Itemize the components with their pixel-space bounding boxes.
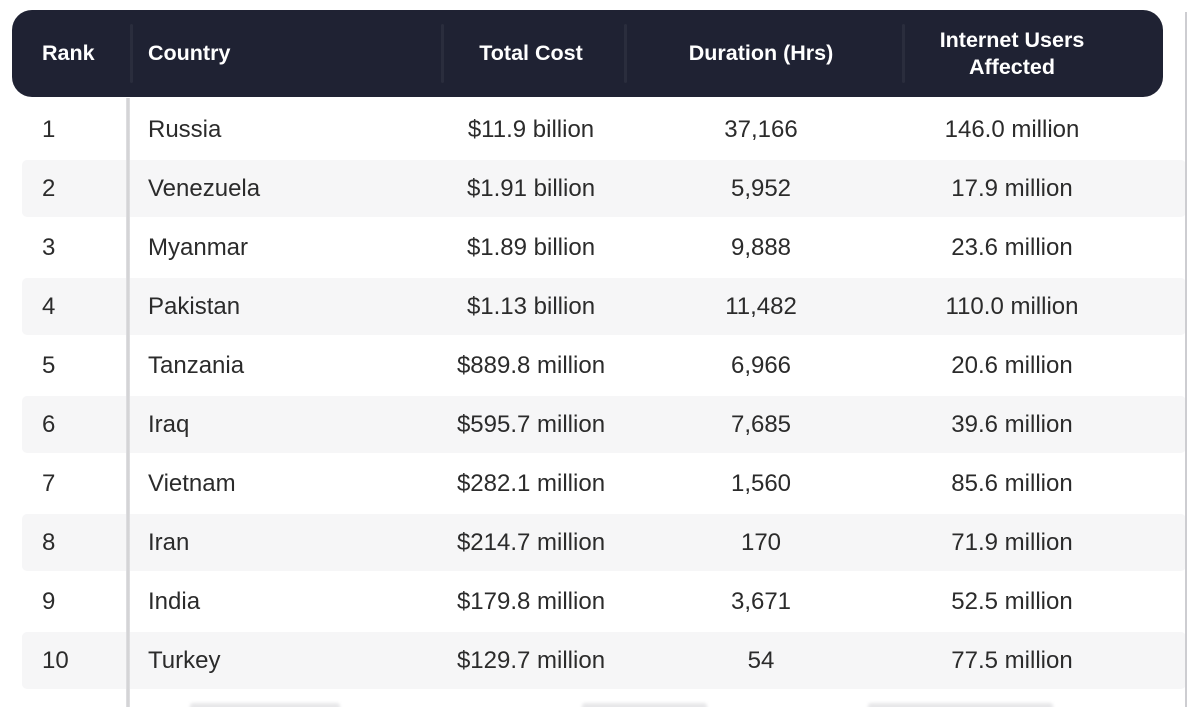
cell-rank: 8	[42, 528, 56, 556]
table-row: 2 Venezuela $1.91 billion 5,952 17.9 mil…	[0, 159, 1189, 218]
table-row: 5 Tanzania $889.8 million 6,966 20.6 mil…	[0, 336, 1189, 395]
cell-rank: 1	[42, 115, 56, 143]
cell-total-cost: $11.9 billion	[467, 115, 595, 143]
cell-users-affected: 71.9 million	[951, 528, 1073, 556]
cutoff-next-row	[0, 697, 1189, 707]
cell-country: Vietnam	[148, 469, 236, 497]
cell-duration: 5,952	[730, 174, 792, 202]
cell-duration: 11,482	[725, 292, 797, 320]
column-header-rank: Rank	[42, 41, 95, 66]
cell-country: Iran	[148, 528, 190, 556]
cell-rank: 9	[42, 587, 56, 615]
cell-country: Myanmar	[148, 233, 249, 261]
cell-duration: 37,166	[724, 115, 798, 143]
column-header-country: Country	[148, 41, 231, 66]
cell-rank: 5	[42, 351, 56, 379]
cutoff-text-fragment	[868, 703, 1053, 707]
cell-total-cost: $282.1 million	[456, 469, 606, 497]
cell-rank: 3	[42, 233, 56, 261]
cell-rank: 4	[42, 292, 56, 320]
cell-users-affected: 23.6 million	[951, 233, 1073, 261]
cell-total-cost: $179.8 million	[456, 587, 606, 615]
column-header-duration: Duration (Hrs)	[688, 41, 834, 66]
row-stripe	[22, 632, 1186, 689]
header-column-divider	[130, 24, 133, 83]
cell-total-cost: $214.7 million	[456, 528, 606, 556]
cell-users-affected: 17.9 million	[951, 174, 1073, 202]
column-header-total-cost: Total Cost	[479, 41, 583, 66]
cell-users-affected: 146.0 million	[944, 115, 1080, 143]
cell-country: Russia	[148, 115, 222, 143]
cell-duration: 7,685	[730, 410, 792, 438]
cell-rank: 10	[42, 646, 69, 674]
cell-total-cost: $1.89 billion	[466, 233, 596, 261]
cell-rank: 7	[42, 469, 56, 497]
cell-duration: 6,966	[730, 351, 792, 379]
cell-country: India	[148, 587, 201, 615]
cell-country: Turkey	[148, 646, 221, 674]
cell-duration: 1,560	[730, 469, 792, 497]
table-body: 1 Russia $11.9 billion 37,166 146.0 mill…	[0, 98, 1189, 707]
table-row: 10 Turkey $129.7 million 54 77.5 million	[0, 631, 1189, 690]
cell-country: Venezuela	[148, 174, 261, 202]
table-rows: 1 Russia $11.9 billion 37,166 146.0 mill…	[0, 100, 1189, 690]
cell-users-affected: 85.6 million	[951, 469, 1073, 497]
row-stripe	[22, 396, 1186, 453]
cutoff-text-fragment	[582, 703, 707, 707]
cell-total-cost: $595.7 million	[456, 410, 606, 438]
header-column-divider	[441, 24, 444, 83]
table-header: Rank Country Total Cost Duration (Hrs) I…	[12, 10, 1163, 97]
row-stripe	[22, 160, 1186, 217]
cell-country: Tanzania	[148, 351, 245, 379]
cell-duration: 9,888	[730, 233, 792, 261]
cell-users-affected: 110.0 million	[945, 292, 1079, 320]
header-column-divider	[624, 24, 627, 83]
cell-total-cost: $1.13 billion	[466, 292, 596, 320]
header-column-divider	[902, 24, 905, 83]
table-row: 8 Iran $214.7 million 170 71.9 million	[0, 513, 1189, 572]
table-row: 7 Vietnam $282.1 million 1,560 85.6 mill…	[0, 454, 1189, 513]
table-row: 4 Pakistan $1.13 billion 11,482 110.0 mi…	[0, 277, 1189, 336]
cutoff-text-fragment	[190, 703, 340, 707]
cell-duration: 170	[740, 528, 782, 556]
cell-users-affected: 77.5 million	[951, 646, 1073, 674]
row-stripe	[22, 278, 1186, 335]
cell-duration: 3,671	[730, 587, 792, 615]
table-row: 6 Iraq $595.7 million 7,685 39.6 million	[0, 395, 1189, 454]
table-row: 9 India $179.8 million 3,671 52.5 millio…	[0, 572, 1189, 631]
column-header-users-affected: Internet Users Affected	[939, 27, 1085, 79]
table-row: 1 Russia $11.9 billion 37,166 146.0 mill…	[0, 100, 1189, 159]
cell-country: Iraq	[148, 410, 190, 438]
cell-users-affected: 39.6 million	[951, 410, 1073, 438]
cell-duration: 54	[747, 646, 775, 674]
cell-users-affected: 20.6 million	[951, 351, 1073, 379]
cell-country: Pakistan	[148, 292, 241, 320]
cell-total-cost: $129.7 million	[456, 646, 606, 674]
cell-total-cost: $1.91 billion	[466, 174, 596, 202]
cell-total-cost: $889.8 million	[456, 351, 606, 379]
row-stripe	[22, 514, 1186, 571]
table-row: 3 Myanmar $1.89 billion 9,888 23.6 milli…	[0, 218, 1189, 277]
cell-rank: 6	[42, 410, 56, 438]
right-edge-border	[1185, 12, 1187, 707]
rank-column-divider	[126, 98, 130, 707]
cell-users-affected: 52.5 million	[951, 587, 1073, 615]
cell-rank: 2	[42, 174, 56, 202]
